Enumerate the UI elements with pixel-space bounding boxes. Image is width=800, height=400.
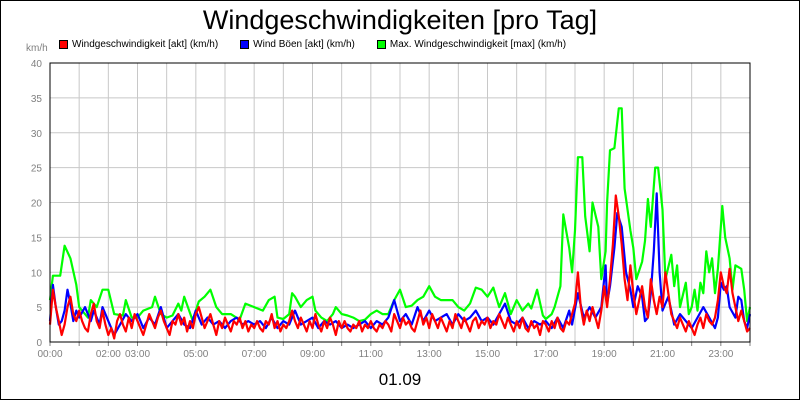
y-tick-label: 25 bbox=[31, 164, 43, 175]
y-tick-label: 10 bbox=[31, 268, 43, 279]
legend-item-akt: Windgeschwindigkeit [akt] (km/h) bbox=[59, 39, 218, 50]
y-tick-label: 35 bbox=[31, 94, 43, 105]
x-tick-label: 00:00 bbox=[37, 349, 62, 360]
x-tick-label: 21:00 bbox=[650, 349, 675, 360]
x-tick-label: 07:00 bbox=[242, 349, 267, 360]
y-axis-unit-label: km/h bbox=[26, 43, 48, 54]
y-tick-label: 0 bbox=[36, 338, 42, 349]
legend-label-akt: Windgeschwindigkeit [akt] (km/h) bbox=[72, 39, 219, 50]
y-tick-label: 20 bbox=[31, 199, 43, 210]
series-line-0 bbox=[48, 107, 752, 323]
legend-item-max: Max. Windgeschwindigkeit [max] (km/h) bbox=[376, 39, 567, 50]
legend-swatch-akt bbox=[59, 40, 68, 49]
x-axis-date-label: 01.09 bbox=[379, 370, 422, 389]
x-tick-label: 02:00 bbox=[96, 349, 121, 360]
chart-title: Windgeschwindigkeiten [pro Tag] bbox=[202, 5, 598, 35]
legend-label-boeen: Wind Böen [akt] (km/h) bbox=[253, 39, 355, 50]
x-tick-label: 03:00 bbox=[125, 349, 150, 360]
x-tick-label: 19:00 bbox=[592, 349, 617, 360]
legend-item-boeen: Wind Böen [akt] (km/h) bbox=[240, 39, 355, 50]
y-tick-label: 30 bbox=[31, 129, 43, 140]
x-tick-label: 23:00 bbox=[708, 349, 733, 360]
y-tick-label: 15 bbox=[31, 233, 43, 244]
x-tick-label: 11:00 bbox=[359, 349, 384, 360]
series-line-2 bbox=[48, 194, 751, 340]
x-tick-label: 13:00 bbox=[417, 349, 442, 360]
plot-border bbox=[49, 62, 751, 343]
x-tick-label: 17:00 bbox=[533, 349, 558, 360]
y-tick-label: 5 bbox=[36, 303, 42, 314]
legend-swatch-boeen bbox=[240, 40, 250, 49]
legend-label-max: Max. Windgeschwindigkeit [max] (km/h) bbox=[389, 39, 567, 50]
legend-swatch-max bbox=[376, 40, 386, 49]
y-tick-label: 40 bbox=[31, 59, 43, 70]
legend: Windgeschwindigkeit [akt] (km/h) Wind Bö… bbox=[59, 39, 588, 50]
x-tick-label: 09:00 bbox=[300, 349, 325, 360]
x-tick-label: 05:00 bbox=[183, 349, 208, 360]
x-tick-label: 15:00 bbox=[475, 349, 500, 360]
